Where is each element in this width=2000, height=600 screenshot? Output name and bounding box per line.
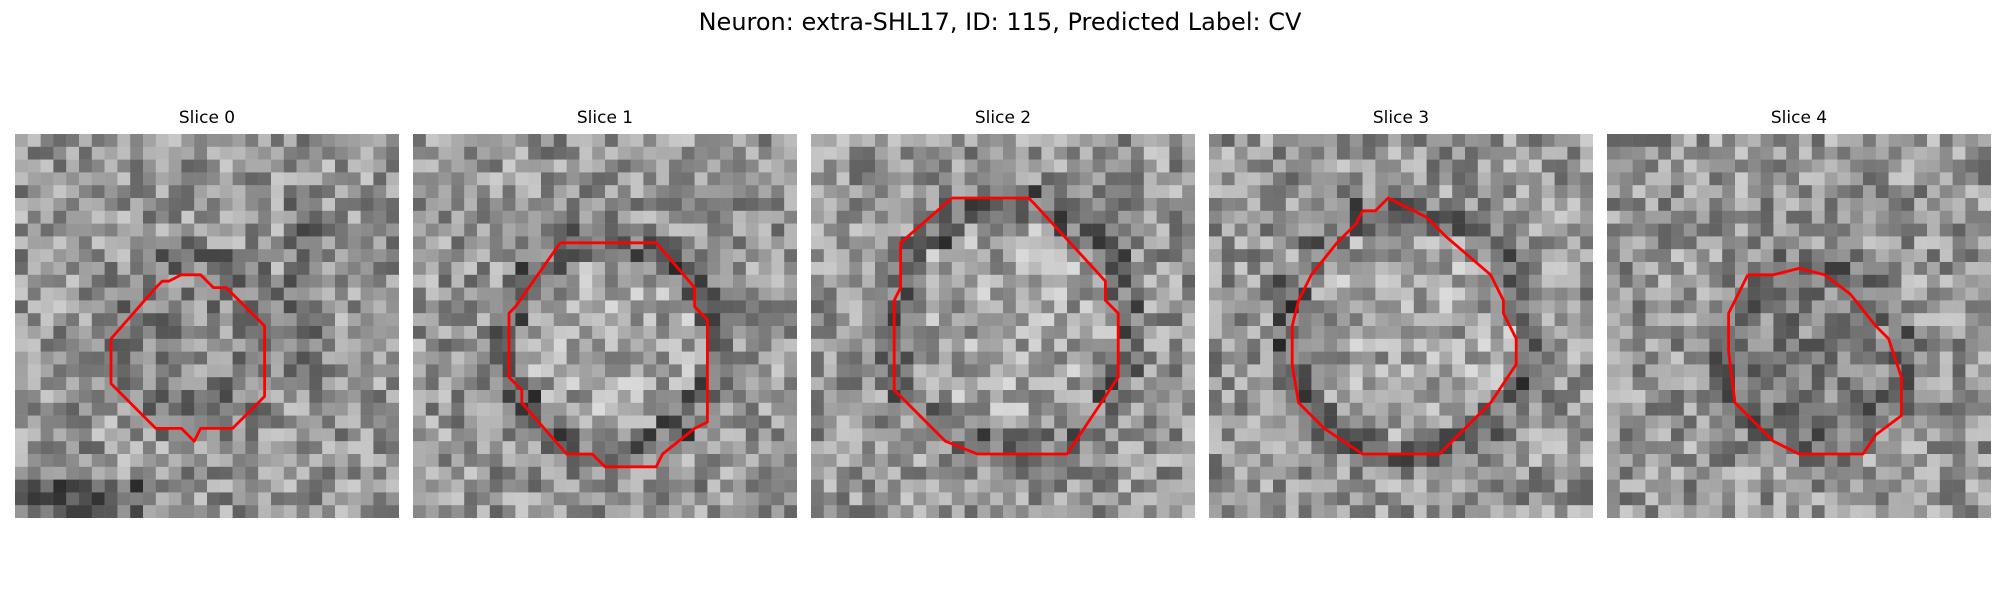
slice-title: Slice 0 <box>15 106 399 130</box>
slice-image <box>1209 134 1593 518</box>
slice-image <box>1607 134 1991 518</box>
slice-panel-0: Slice 0 <box>15 106 399 524</box>
slice-panel-1: Slice 1 <box>413 106 797 524</box>
slice-image <box>413 134 797 518</box>
grayscale-pixels <box>811 134 1195 518</box>
slice-panel-4: Slice 4 <box>1607 106 1991 524</box>
slice-title: Slice 4 <box>1607 106 1991 130</box>
slice-panel-2: Slice 2 <box>811 106 1195 524</box>
slice-image <box>811 134 1195 518</box>
slice-title: Slice 2 <box>811 106 1195 130</box>
slice-title: Slice 3 <box>1209 106 1593 130</box>
grayscale-pixels <box>15 134 399 518</box>
grayscale-pixels <box>413 134 797 518</box>
grayscale-pixels <box>1607 134 1991 518</box>
slice-panel-3: Slice 3 <box>1209 106 1593 524</box>
slice-image <box>15 134 399 518</box>
figure-title: Neuron: extra-SHL17, ID: 115, Predicted … <box>0 6 2000 38</box>
slice-title: Slice 1 <box>413 106 797 130</box>
grayscale-pixels <box>1209 134 1593 518</box>
